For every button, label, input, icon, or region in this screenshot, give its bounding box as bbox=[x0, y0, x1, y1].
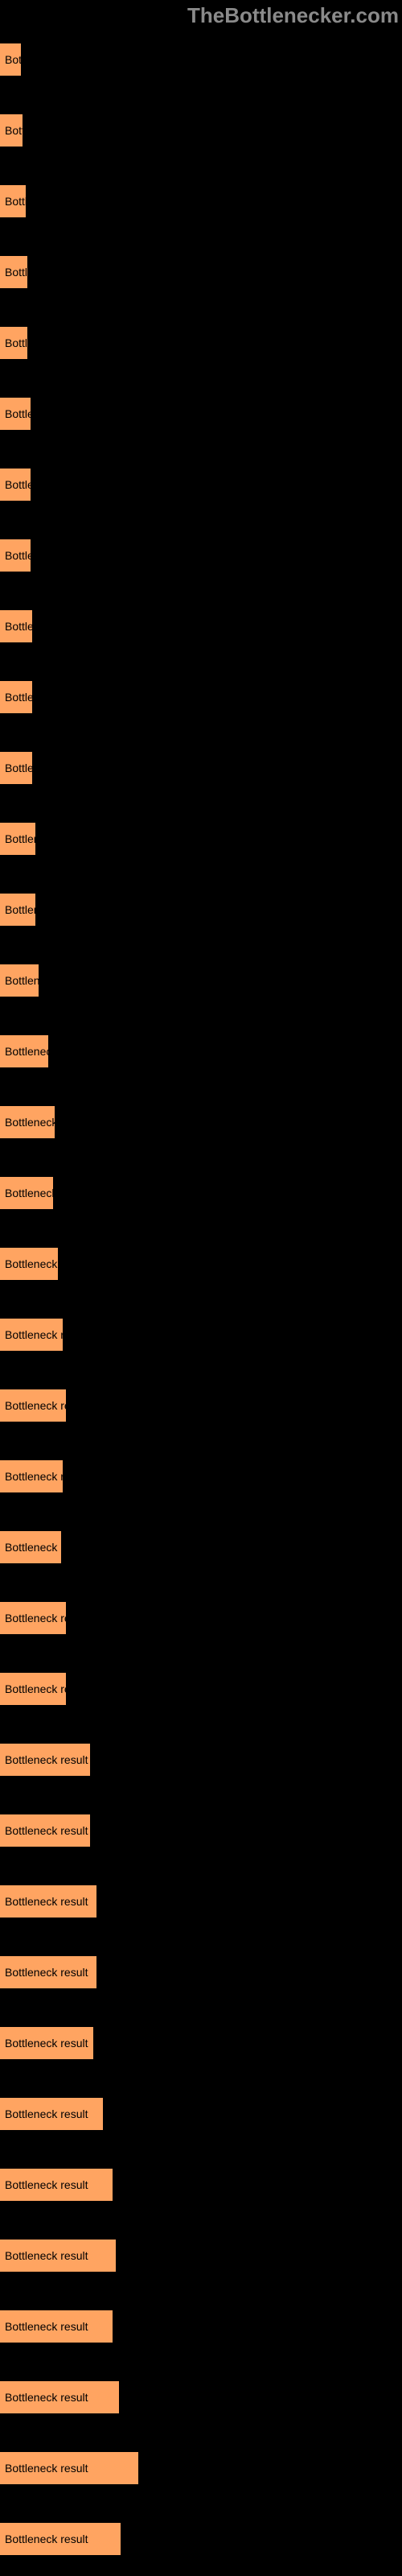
bar-row: Bottleneck result bbox=[0, 378, 402, 449]
bar: Bottleneck result bbox=[0, 681, 32, 713]
bar-row: Bottleneck result bbox=[0, 1512, 402, 1583]
bar-row: Bottleneck result bbox=[0, 1866, 402, 1937]
bar-row: Bottleneck result bbox=[0, 449, 402, 520]
bar: Bottleneck result bbox=[0, 1531, 61, 1563]
bar-row: Bottleneck result bbox=[0, 1370, 402, 1441]
bar-row: Bottleneck result bbox=[0, 1299, 402, 1370]
bar: Bottleneck result bbox=[0, 2098, 103, 2130]
bar: Bottleneck result bbox=[0, 185, 26, 217]
bar-row: Bottleneck result bbox=[0, 1158, 402, 1228]
bar: Bottleneck result bbox=[0, 752, 32, 784]
bar: Bottleneck result bbox=[0, 1106, 55, 1138]
bar-row: Bottleneck result bbox=[0, 520, 402, 591]
bar: Bottleneck result bbox=[0, 823, 35, 855]
bar-row: Bottleneck result bbox=[0, 591, 402, 662]
bar: Bottleneck result bbox=[0, 114, 23, 147]
bar: Bottleneck result bbox=[0, 1814, 90, 1847]
bar: Bottleneck result bbox=[0, 1248, 58, 1280]
bar-row: Bottleneck result bbox=[0, 2433, 402, 2504]
bar-row: Bottleneck result bbox=[0, 166, 402, 237]
bar-row: Bottleneck result bbox=[0, 803, 402, 874]
bar: Bottleneck result bbox=[0, 256, 27, 288]
bar: Bottleneck result bbox=[0, 1460, 63, 1492]
bar-row: Bottleneck result bbox=[0, 1441, 402, 1512]
bar: Bottleneck result bbox=[0, 2523, 121, 2555]
bar-row: Bottleneck result bbox=[0, 2079, 402, 2149]
bar: Bottleneck result bbox=[0, 43, 21, 76]
bar-row: Bottleneck result bbox=[0, 2220, 402, 2291]
bar: Bottleneck result bbox=[0, 2452, 138, 2484]
bar: Bottleneck result bbox=[0, 894, 35, 926]
bar: Bottleneck result bbox=[0, 1319, 63, 1351]
bar-row: Bottleneck result bbox=[0, 95, 402, 166]
bar-row: Bottleneck result bbox=[0, 2504, 402, 2574]
bar-row: Bottleneck result bbox=[0, 662, 402, 733]
bar-row: Bottleneck result bbox=[0, 1583, 402, 1653]
bar: Bottleneck result bbox=[0, 2310, 113, 2343]
bar: Bottleneck result bbox=[0, 610, 32, 642]
bar-chart: Bottleneck result Bottleneck result Bottle… bbox=[0, 0, 402, 2574]
bar: Bottleneck result bbox=[0, 2381, 119, 2413]
bar: Bottleneck result bbox=[0, 539, 31, 572]
bar: Bottleneck result bbox=[0, 2027, 93, 2059]
bar-row: Bottleneck result bbox=[0, 874, 402, 945]
bar: Bottleneck result bbox=[0, 1956, 96, 1988]
bar: Bottleneck result bbox=[0, 1885, 96, 1918]
bar-row: Bottleneck result bbox=[0, 1937, 402, 2008]
bar-row: Bottleneck result bbox=[0, 2362, 402, 2433]
bar-row: Bottleneck result bbox=[0, 1653, 402, 1724]
bar-row: Bottleneck result bbox=[0, 24, 402, 95]
bar-row: Bottleneck result bbox=[0, 2149, 402, 2220]
bar: Bottleneck result bbox=[0, 1389, 66, 1422]
bar: Bottleneck result bbox=[0, 1177, 53, 1209]
bar-row: Bottleneck result bbox=[0, 2008, 402, 2079]
bar: Bottleneck result bbox=[0, 398, 31, 430]
bar: Bottleneck result bbox=[0, 327, 27, 359]
bar-row: Bottleneck result bbox=[0, 1228, 402, 1299]
bar-row: Bottleneck result bbox=[0, 2291, 402, 2362]
bar: Bottleneck result bbox=[0, 469, 31, 501]
bar: Bottleneck result bbox=[0, 964, 39, 997]
bar: Bottleneck result bbox=[0, 2169, 113, 2201]
bar-row: Bottleneck result bbox=[0, 237, 402, 308]
bar-row: Bottleneck result bbox=[0, 1724, 402, 1795]
bar: Bottleneck result bbox=[0, 1744, 90, 1776]
bar-row: Bottleneck result bbox=[0, 945, 402, 1016]
bar: Bottleneck result bbox=[0, 1602, 66, 1634]
bar: Bottleneck result bbox=[0, 2240, 116, 2272]
bar-row: Bottleneck result bbox=[0, 1795, 402, 1866]
bar-row: Bottleneck result bbox=[0, 1087, 402, 1158]
bar-row: Bottleneck result bbox=[0, 1016, 402, 1087]
bar-row: Bottleneck result bbox=[0, 308, 402, 378]
bar-row: Bottleneck result bbox=[0, 733, 402, 803]
bar: Bottleneck result bbox=[0, 1673, 66, 1705]
bar: Bottleneck result bbox=[0, 1035, 48, 1067]
